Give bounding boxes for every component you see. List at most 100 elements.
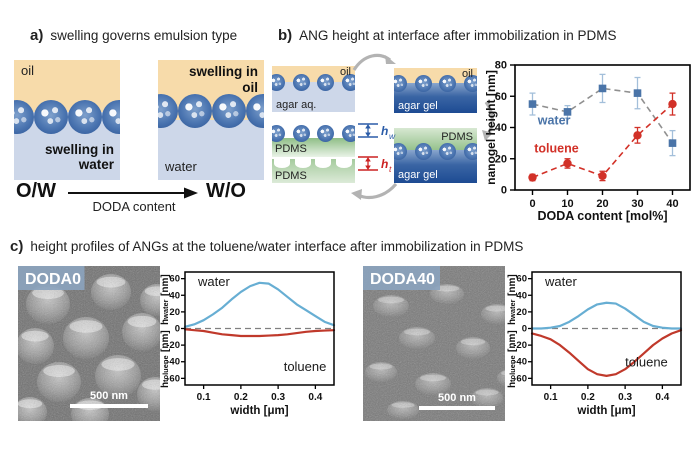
arrow-up xyxy=(365,157,371,162)
svg-text:water: water xyxy=(544,274,577,289)
svg-text:500 nm: 500 nm xyxy=(438,392,476,404)
svg-text:20: 20 xyxy=(596,198,608,210)
ylabel-htoluene: h toluene [nm] xyxy=(506,328,519,390)
swelling-water-line1: swelling in xyxy=(44,141,114,157)
svg-text:60: 60 xyxy=(495,91,507,103)
svg-text:20: 20 xyxy=(169,307,180,318)
oil-label: oil xyxy=(461,68,473,80)
svg-text:width [μm]: width [μm] xyxy=(576,405,635,417)
ylabel-htoluene: h toluene [nm] xyxy=(159,328,172,390)
svg-text:0.3: 0.3 xyxy=(618,392,632,403)
oil-label: oil xyxy=(21,63,35,78)
svg-text:500 nm: 500 nm xyxy=(90,390,128,402)
ylabel-unit: [nm] xyxy=(507,274,518,297)
svg-text:-60: -60 xyxy=(513,373,527,384)
nanogel-particle xyxy=(439,143,457,160)
oil-label: oil xyxy=(339,66,351,78)
arrow-down xyxy=(365,165,371,170)
nanogel-row xyxy=(272,125,355,142)
schematic-pdms-agar-gel: PDMS agar gel xyxy=(394,128,477,183)
nanogel-particle xyxy=(272,74,285,91)
curved-arrow-left-icon xyxy=(351,182,398,200)
ylabel-sub: toluene xyxy=(508,354,517,382)
pdms-dimple xyxy=(274,159,290,168)
svg-text:80: 80 xyxy=(495,60,507,72)
ylabel-hwater: h water [nm] xyxy=(506,270,519,330)
nanogel-particle xyxy=(439,75,457,92)
svg-text:0: 0 xyxy=(501,185,507,197)
nanogel-particle xyxy=(246,94,264,128)
svg-text:0.3: 0.3 xyxy=(271,392,285,403)
nanogel-particle xyxy=(272,125,285,142)
agar-aq-label: agar aq. xyxy=(276,99,317,111)
nanogel-particle xyxy=(292,74,310,91)
agar-gel-label: agar gel xyxy=(398,100,438,112)
nanogel-particle xyxy=(463,143,477,160)
swelling-in-oil-label: swelling in oil xyxy=(189,64,258,95)
svg-text:toluene: toluene xyxy=(534,142,578,156)
svg-text:40: 40 xyxy=(169,290,180,301)
svg-text:-20: -20 xyxy=(166,340,180,351)
curved-arrow-down-icon xyxy=(482,101,494,141)
schematic-oil-agar-aq: oil agar aq. xyxy=(272,66,355,112)
pdms-label: PDMS xyxy=(441,131,473,143)
sem-image-doda0: 500 nm DODA0 xyxy=(13,266,174,430)
svg-text:DODA40: DODA40 xyxy=(370,271,435,288)
nanogel-height-plot: 0 20 40 60 80 0 10 20 30 40 water toluene DODA conte… xyxy=(485,60,691,223)
svg-text:toluene: toluene xyxy=(284,359,327,374)
ow-type-label: O/W xyxy=(16,180,56,202)
sem-doda0-canvas: 500 nm DODA0 xyxy=(13,266,174,430)
schematic-dimples-in-pdms: PDMS xyxy=(272,159,355,183)
panel-a-title: swelling governs emulsion type xyxy=(50,28,238,43)
hw-measure: h w xyxy=(358,123,396,141)
oil-phase xyxy=(14,60,120,112)
panel-b-tag: b) xyxy=(278,27,293,44)
wo-emulsion-diagram: swelling in oil water xyxy=(158,60,264,180)
schematic-nanogel-on-pdms: PDMS xyxy=(272,124,355,157)
nanogel-row xyxy=(394,75,477,92)
svg-text:width [μm]: width [μm] xyxy=(229,405,288,417)
nanogel-particle xyxy=(463,75,477,92)
ylabel-base: h xyxy=(160,319,171,326)
svg-text:DODA content [mol%]: DODA content [mol%] xyxy=(537,209,667,223)
svg-text:0: 0 xyxy=(175,324,180,335)
agar-gel-phase xyxy=(394,150,477,183)
nanogel-height-chart: 0 20 40 60 80 0 10 20 30 40 water toluene DODA conte… xyxy=(485,50,699,225)
nanogel-particle xyxy=(34,100,68,134)
panel-b-title: ANG height at interface after immobiliza… xyxy=(299,28,617,43)
ht-label: h xyxy=(381,157,388,171)
profile-doda40-plot: -60 -40 -20 0 20 40 60 0.1 0.2 0.3 0.4 water toluene… xyxy=(513,271,683,417)
ht-measure: h t xyxy=(358,156,392,174)
nanogel-particle xyxy=(178,94,212,128)
svg-text:0.1: 0.1 xyxy=(197,392,211,403)
svg-text:40: 40 xyxy=(516,290,527,301)
swelling-oil-line2: oil xyxy=(242,79,258,95)
nanogel-particle xyxy=(102,100,120,134)
svg-text:-40: -40 xyxy=(513,357,527,368)
ylabel-unit: [nm] xyxy=(507,330,518,352)
svg-text:-60: -60 xyxy=(166,373,180,384)
panel-c-title: height profiles of ANGs at the toluene/w… xyxy=(30,239,524,254)
ylabel-base: h xyxy=(507,319,518,326)
panel-a-tag: a) xyxy=(30,27,44,44)
svg-text:toluene: toluene xyxy=(625,355,668,370)
nanogel-particle xyxy=(212,94,246,128)
panel-c-header: c) height profiles of ANGs at the toluene… xyxy=(10,238,523,255)
nanogel-row xyxy=(272,74,355,91)
profile-chart-doda40: -60 -40 -20 0 20 40 60 0.1 0.2 0.3 0.4 water toluene… xyxy=(505,264,687,419)
wo-type-label: W/O xyxy=(206,180,246,202)
arrow-up xyxy=(365,124,371,129)
profile-chart-doda0: -60 -40 -20 0 20 40 60 0.1 0.2 0.3 0.4 water toluene… xyxy=(158,264,340,419)
ht-sub: t xyxy=(389,164,392,174)
nanogel-particle xyxy=(394,143,407,160)
nanogel-row xyxy=(158,94,264,128)
pdms-phase xyxy=(272,138,355,157)
swelling-oil-line1: swelling in xyxy=(188,64,258,79)
nanogel-particle xyxy=(341,125,355,142)
agar-gel-phase xyxy=(394,83,477,113)
svg-text:20: 20 xyxy=(516,307,527,318)
svg-text:10: 10 xyxy=(561,198,573,210)
svg-text:water: water xyxy=(197,274,230,289)
ylabel-unit: [nm] xyxy=(160,330,171,352)
svg-text:-40: -40 xyxy=(166,357,180,368)
